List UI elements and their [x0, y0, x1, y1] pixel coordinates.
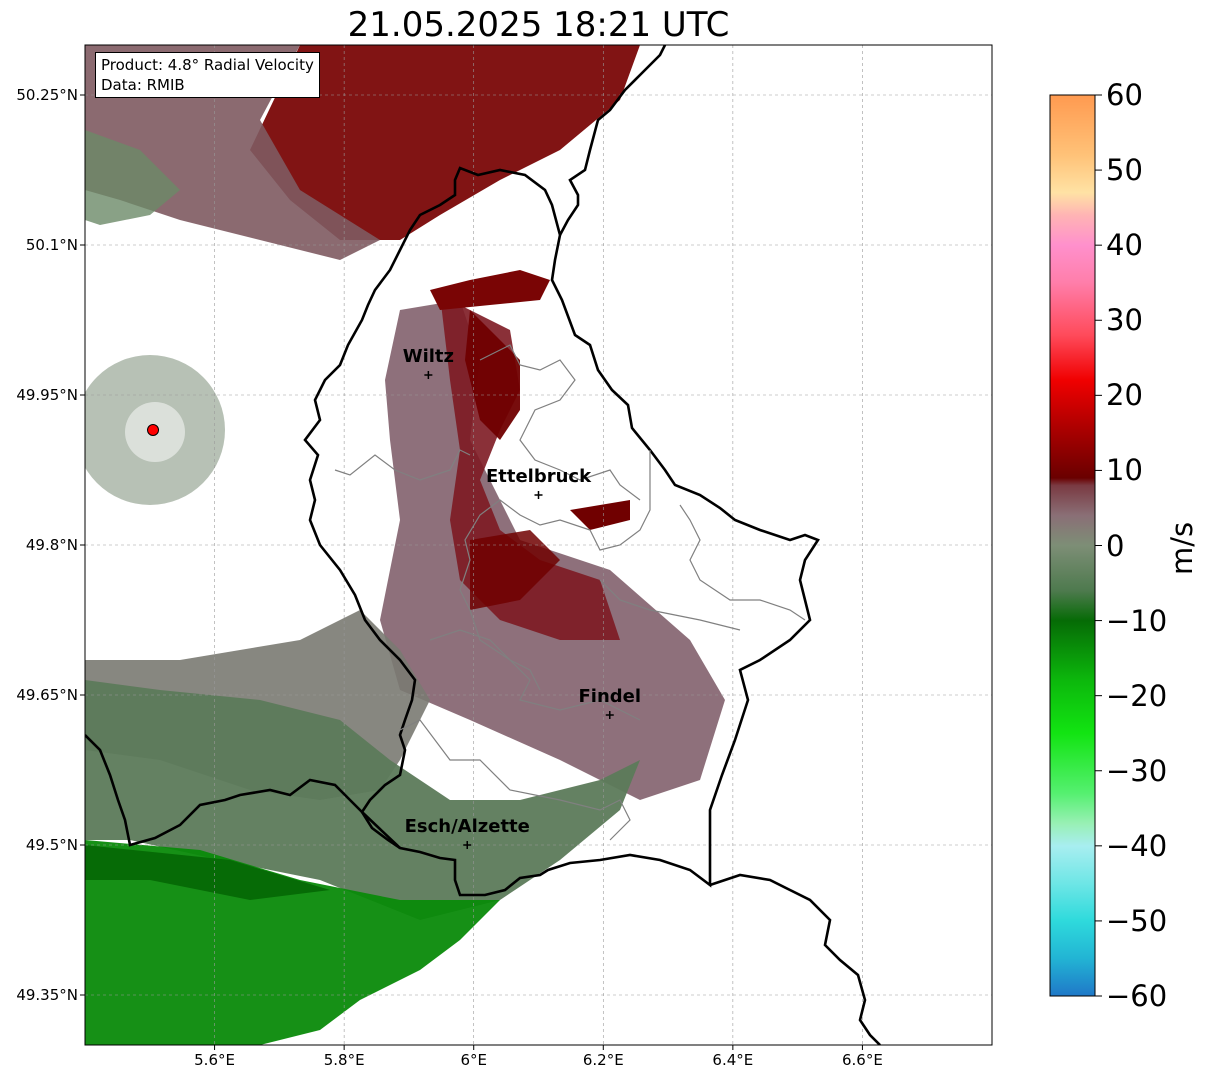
echo-south-green — [85, 840, 500, 1045]
chart-title: 21.05.2025 18:21 UTC — [347, 5, 730, 45]
product-label: Product: 4.8° Radial Velocity — [101, 56, 314, 74]
colorbar-tick-label: −10 — [1106, 603, 1168, 638]
lat-tick-label: 49.8°N — [25, 536, 78, 554]
radar-echoes — [85, 45, 725, 1045]
colorbar-tick-label: −50 — [1106, 903, 1168, 938]
colorbar-tick-label: 40 — [1106, 228, 1143, 263]
colorbar-tick-label: −40 — [1106, 828, 1168, 863]
echo-north-green — [85, 130, 180, 225]
colorbar-tick-label: 10 — [1106, 453, 1143, 488]
lon-tick-label: 5.6°E — [194, 1051, 235, 1069]
lon-tick-label: 6.4°E — [712, 1051, 754, 1069]
city-label: Findel — [578, 686, 642, 707]
belgium-france-border — [85, 734, 363, 847]
lat-lon-grid — [85, 45, 992, 1045]
data-source-label: Data: RMIB — [101, 76, 185, 94]
colorbar-bar — [1049, 94, 1096, 997]
lon-tick-label: 6°E — [460, 1051, 487, 1069]
colorbar-tick-label: 60 — [1106, 78, 1143, 112]
lon-tick-label: 6.6°E — [842, 1051, 883, 1069]
colorbar-tick-label: −20 — [1106, 678, 1168, 713]
lat-tick-label: 49.65°N — [16, 686, 78, 704]
echo-east-darkred — [570, 500, 630, 530]
colorbar-tick-label: −60 — [1106, 979, 1168, 1013]
echo-north-maroon — [250, 45, 640, 240]
country-borders — [85, 45, 881, 1045]
city-marker — [534, 491, 543, 499]
city-marker — [605, 711, 614, 719]
city-marker — [463, 841, 472, 849]
colorbar-tick-label: 30 — [1106, 303, 1143, 338]
colorbar-tick-label: 20 — [1106, 378, 1143, 413]
city-marker — [424, 371, 433, 379]
lon-tick-label: 6.2°E — [582, 1051, 624, 1069]
canton-borders — [334, 344, 806, 841]
city-label: Wiltz — [402, 346, 454, 367]
lon-tick-label: 5.8°E — [323, 1051, 365, 1069]
colorbar-unit-label: m/s — [1165, 521, 1199, 575]
germany-border-north — [558, 45, 667, 236]
product-info-box: Product: 4.8° Radial Velocity Data: RMIB — [95, 52, 320, 98]
lat-tick-label: 50.1°N — [25, 236, 78, 254]
colorbar — [1049, 94, 1102, 997]
echo-north-fragment — [430, 270, 550, 310]
belgium-border-west — [361, 811, 401, 849]
radar-site-marker — [147, 424, 160, 436]
lat-tick-label: 49.95°N — [16, 386, 78, 404]
city-label: Esch/Alzette — [404, 816, 530, 837]
echo-central-darkred — [465, 310, 520, 440]
colorbar-tick-label: −30 — [1106, 753, 1168, 788]
luxembourg-border — [303, 166, 820, 897]
colorbar-tick-label: 50 — [1106, 153, 1143, 188]
germany-border-south — [709, 873, 881, 1045]
city-label: Ettelbruck — [485, 466, 592, 487]
echo-south-darkgreen — [85, 845, 330, 900]
colorbar-tick-label: 0 — [1106, 528, 1125, 563]
colorbar-ticks — [1095, 94, 1102, 997]
lat-tick-label: 50.25°N — [16, 86, 78, 104]
axis-ticks — [80, 94, 863, 1050]
lat-tick-label: 49.35°N — [16, 986, 78, 1004]
city-markers — [424, 371, 614, 849]
echo-ettelbruck-darkred — [470, 530, 560, 610]
lat-tick-label: 49.5°N — [25, 836, 78, 854]
